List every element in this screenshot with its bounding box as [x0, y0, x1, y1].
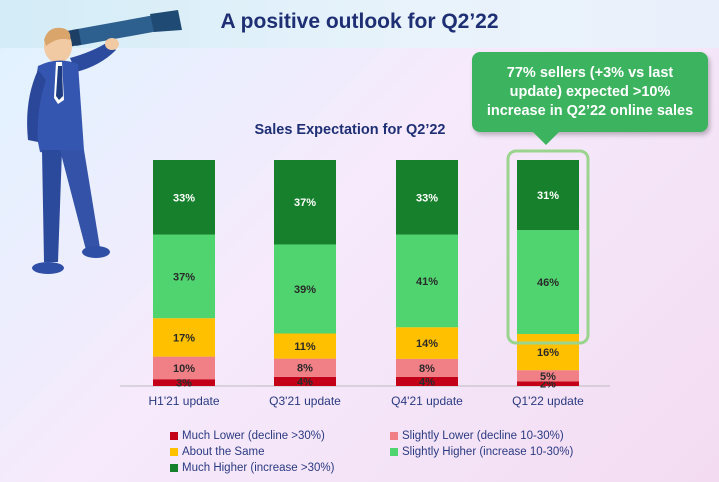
data-label: 33% [416, 192, 438, 204]
legend-item: Slightly Lower (decline 10-30%) [390, 430, 564, 442]
bar-segment [396, 160, 458, 235]
legend-label: Slightly Higher (increase 10-30%) [402, 446, 574, 458]
data-label: 10% [173, 363, 195, 375]
legend-item: Much Higher (increase >30%) [170, 462, 334, 474]
businessman-telescope-illustration [27, 10, 182, 274]
legend-swatch [170, 432, 178, 440]
bar-segment [153, 356, 215, 380]
bar-segment [274, 160, 336, 245]
legend-swatch [170, 464, 178, 472]
data-label: 8% [297, 363, 313, 375]
data-label: 3% [176, 378, 192, 390]
category-label: Q1'22 update [512, 394, 584, 408]
bar-segment [517, 334, 579, 371]
data-label: 37% [294, 197, 316, 209]
bar-segment [274, 376, 336, 386]
category-label: Q4'21 update [391, 394, 463, 408]
data-label: 2% [540, 379, 556, 391]
legend-item: Much Lower (decline >30%) [170, 430, 325, 442]
bar-segment [396, 234, 458, 328]
businessman-icon [27, 10, 182, 274]
bar-segment [153, 160, 215, 235]
callout-arrow [532, 131, 560, 145]
data-label: 39% [294, 284, 316, 296]
legend-swatch [390, 448, 398, 456]
data-label: 46% [537, 277, 559, 289]
data-label: 31% [537, 190, 559, 202]
bar-segment [396, 327, 458, 359]
category-label: H1'21 update [148, 394, 219, 408]
data-label: 11% [294, 341, 316, 353]
data-label: 37% [173, 271, 195, 283]
bar-segment [274, 358, 336, 377]
bar-segment [274, 333, 336, 359]
data-label: 16% [537, 347, 559, 359]
bar-segment [517, 230, 579, 335]
data-label: 4% [297, 376, 313, 388]
bar-segment [153, 234, 215, 319]
legend-label: About the Same [182, 446, 265, 458]
data-label: 4% [419, 376, 435, 388]
legend-item: Slightly Higher (increase 10-30%) [390, 446, 573, 458]
bar-segment [396, 358, 458, 377]
highlight-frame [506, 149, 590, 345]
data-label: 5% [540, 371, 556, 383]
legend-label: Much Higher (increase >30%) [182, 462, 335, 474]
legend-item: About the Same [170, 446, 264, 458]
data-label: 17% [173, 332, 195, 344]
bar-segment [517, 381, 579, 386]
category-label: Q3'21 update [269, 394, 341, 408]
callout-box: 77% sellers (+3% vs last update) expecte… [472, 52, 708, 132]
page-title: A positive outlook for Q2’22 [220, 10, 499, 33]
data-label: 14% [416, 338, 438, 350]
bar-segment [274, 244, 336, 334]
legend-swatch [390, 432, 398, 440]
legend-swatch [170, 448, 178, 456]
bar-segment [396, 376, 458, 386]
legend-label: Slightly Lower (decline 10-30%) [402, 430, 564, 442]
bar-segment [517, 160, 579, 231]
data-label: 8% [419, 363, 435, 375]
data-label: 41% [416, 276, 438, 288]
bar-segment [153, 318, 215, 357]
chart-title: Sales Expectation for Q2’22 [254, 122, 446, 138]
bar-segment [517, 370, 579, 382]
bar-segment [153, 379, 215, 386]
legend-label: Much Lower (decline >30%) [182, 430, 325, 442]
data-label: 33% [173, 192, 195, 204]
